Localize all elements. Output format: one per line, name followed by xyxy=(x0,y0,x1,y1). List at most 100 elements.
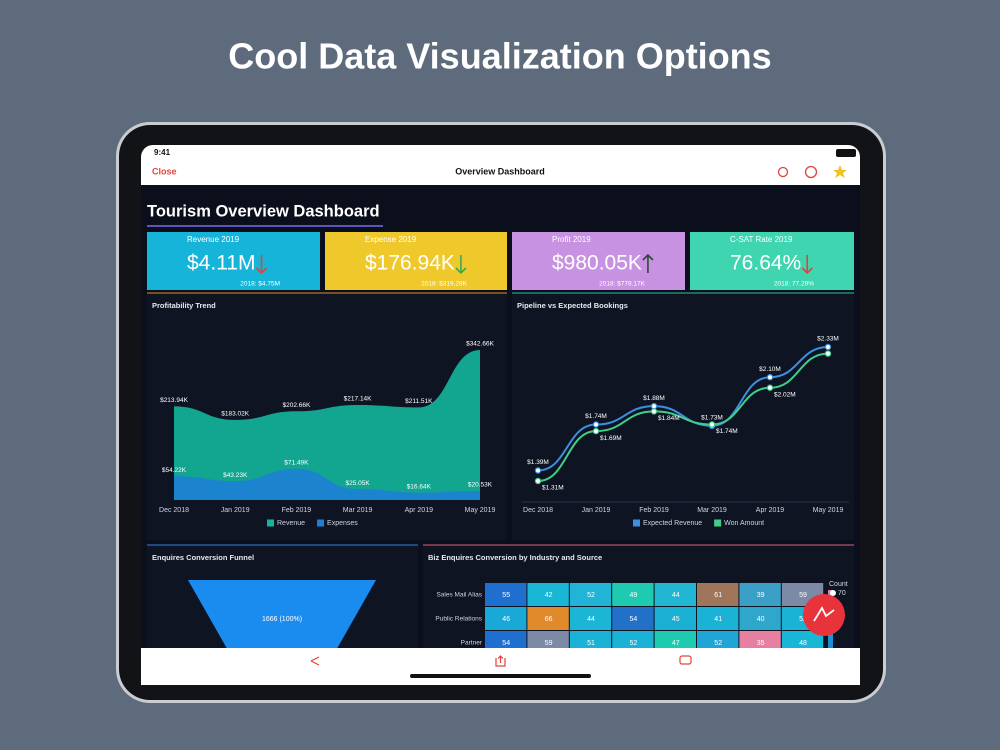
funnel-label: 1666 (100%) xyxy=(262,616,302,623)
value-label: $1.69M xyxy=(600,435,622,442)
share-icon[interactable] xyxy=(310,656,320,666)
kpi-card xyxy=(690,232,854,290)
kpi-label: Expense 2019 xyxy=(365,235,417,244)
kpi-value: 76.64% xyxy=(730,252,801,275)
cell-label: 40 xyxy=(757,616,765,623)
panel-title: Biz Enquires Conversion by Industry and … xyxy=(428,553,602,562)
legend-label: Revenue xyxy=(277,520,305,527)
value-label: $16.64K xyxy=(407,483,432,490)
kpi-label: Profit 2019 xyxy=(552,235,591,244)
point xyxy=(708,421,716,428)
value-label: $1.73M xyxy=(701,415,723,422)
panel-title: Enquires Conversion Funnel xyxy=(152,553,254,562)
point xyxy=(650,402,658,410)
line xyxy=(537,346,829,472)
row-label: Partner xyxy=(461,640,483,647)
assistant-button[interactable] xyxy=(803,594,845,636)
heat-cell xyxy=(485,631,527,648)
cell-label: 49 xyxy=(630,592,638,599)
heat-cell xyxy=(697,583,739,606)
status-time: 9:41 xyxy=(154,148,171,157)
cell-label: 61 xyxy=(714,592,722,599)
value-label: $202.66K xyxy=(282,402,310,409)
heat-cell xyxy=(527,631,569,648)
favorite-icon[interactable] xyxy=(833,165,847,178)
value-label: $342.66K xyxy=(466,341,494,348)
cell-label: 59 xyxy=(545,640,553,647)
heat-cell xyxy=(612,583,654,606)
x-tick-label: Apr 2019 xyxy=(405,507,434,514)
cell-label: 52 xyxy=(714,640,722,647)
point xyxy=(534,467,542,474)
point xyxy=(592,421,600,428)
area xyxy=(174,468,480,500)
value-label: $1.39M xyxy=(527,459,549,466)
point xyxy=(824,343,832,351)
x-tick-label: May 2019 xyxy=(813,507,844,514)
heat-cell xyxy=(739,583,781,606)
heat-cell xyxy=(739,607,781,630)
legend-swatch xyxy=(633,519,640,527)
x-tick-label: Mar 2019 xyxy=(343,507,373,514)
x-tick-label: Feb 2019 xyxy=(282,507,312,514)
trend-arrow xyxy=(455,255,467,275)
value-label: $1.88M xyxy=(643,395,665,402)
value-label: $1.74M xyxy=(716,428,738,435)
panel-title: Profitability Trend xyxy=(152,301,216,310)
heat-cell xyxy=(485,583,527,606)
dashboard-title: Tourism Overview Dashboard xyxy=(147,202,380,220)
kpi-previous: 2018: 77.29% xyxy=(774,281,814,288)
comment-icon[interactable] xyxy=(679,655,692,665)
point xyxy=(824,350,832,357)
trend-arrow xyxy=(801,255,813,275)
point xyxy=(766,374,774,381)
cell-label: 46 xyxy=(502,616,510,623)
value-label: $20.53K xyxy=(468,482,493,489)
trend-arrow xyxy=(642,253,654,273)
close-button[interactable]: Close xyxy=(152,166,177,176)
value-label: $54.22K xyxy=(162,467,187,474)
row-label: Sales Mail Alias xyxy=(436,592,482,599)
value-label: $71.49K xyxy=(284,459,309,466)
heat-cell xyxy=(569,583,612,606)
cell-label: 41 xyxy=(714,616,722,623)
heat-cell xyxy=(527,607,569,630)
kpi-value: $980.05K xyxy=(552,252,642,275)
heat-cell xyxy=(569,631,612,648)
value-label: $183.02K xyxy=(221,411,249,418)
x-tick-label: Apr 2019 xyxy=(756,507,785,514)
heat-cell xyxy=(697,631,739,648)
value-label: $1.74M xyxy=(585,413,607,420)
info-icon[interactable] xyxy=(804,165,818,179)
legend-handle xyxy=(830,590,836,596)
heat-cell xyxy=(654,583,696,606)
value-label: $25.05K xyxy=(345,480,370,487)
cell-label: 52 xyxy=(587,592,595,599)
kpi-card xyxy=(512,232,685,290)
cell-label: 35 xyxy=(757,640,765,647)
cell-label: 51 xyxy=(587,640,595,647)
value-label: $211.51K xyxy=(405,398,433,405)
legend-swatch xyxy=(317,519,325,527)
x-tick-label: Dec 2018 xyxy=(159,507,189,514)
kpi-previous: 2018: $4.75M xyxy=(240,281,280,288)
cell-label: 66 xyxy=(545,616,553,623)
dashboard-content: Revenue 2019 $4.11M 2018: $4.75M Expense 20… xyxy=(147,232,854,648)
x-tick-label: Jan 2019 xyxy=(582,507,611,514)
cell-label: 42 xyxy=(545,592,553,599)
refresh-icon[interactable] xyxy=(777,166,789,178)
nav-title: Overview Dashboard xyxy=(455,166,545,176)
point xyxy=(766,384,774,391)
kpi-card xyxy=(325,232,507,290)
heat-cell xyxy=(697,607,739,630)
legend-label: Expenses xyxy=(327,520,358,527)
heat-cell xyxy=(527,583,569,606)
export-icon[interactable] xyxy=(495,655,506,667)
assistant-icon xyxy=(813,606,835,622)
cell-label: 54 xyxy=(630,616,638,623)
cell-label: 52 xyxy=(799,616,807,623)
legend-swatch xyxy=(714,519,722,527)
row-label: Public Relations xyxy=(435,616,482,623)
